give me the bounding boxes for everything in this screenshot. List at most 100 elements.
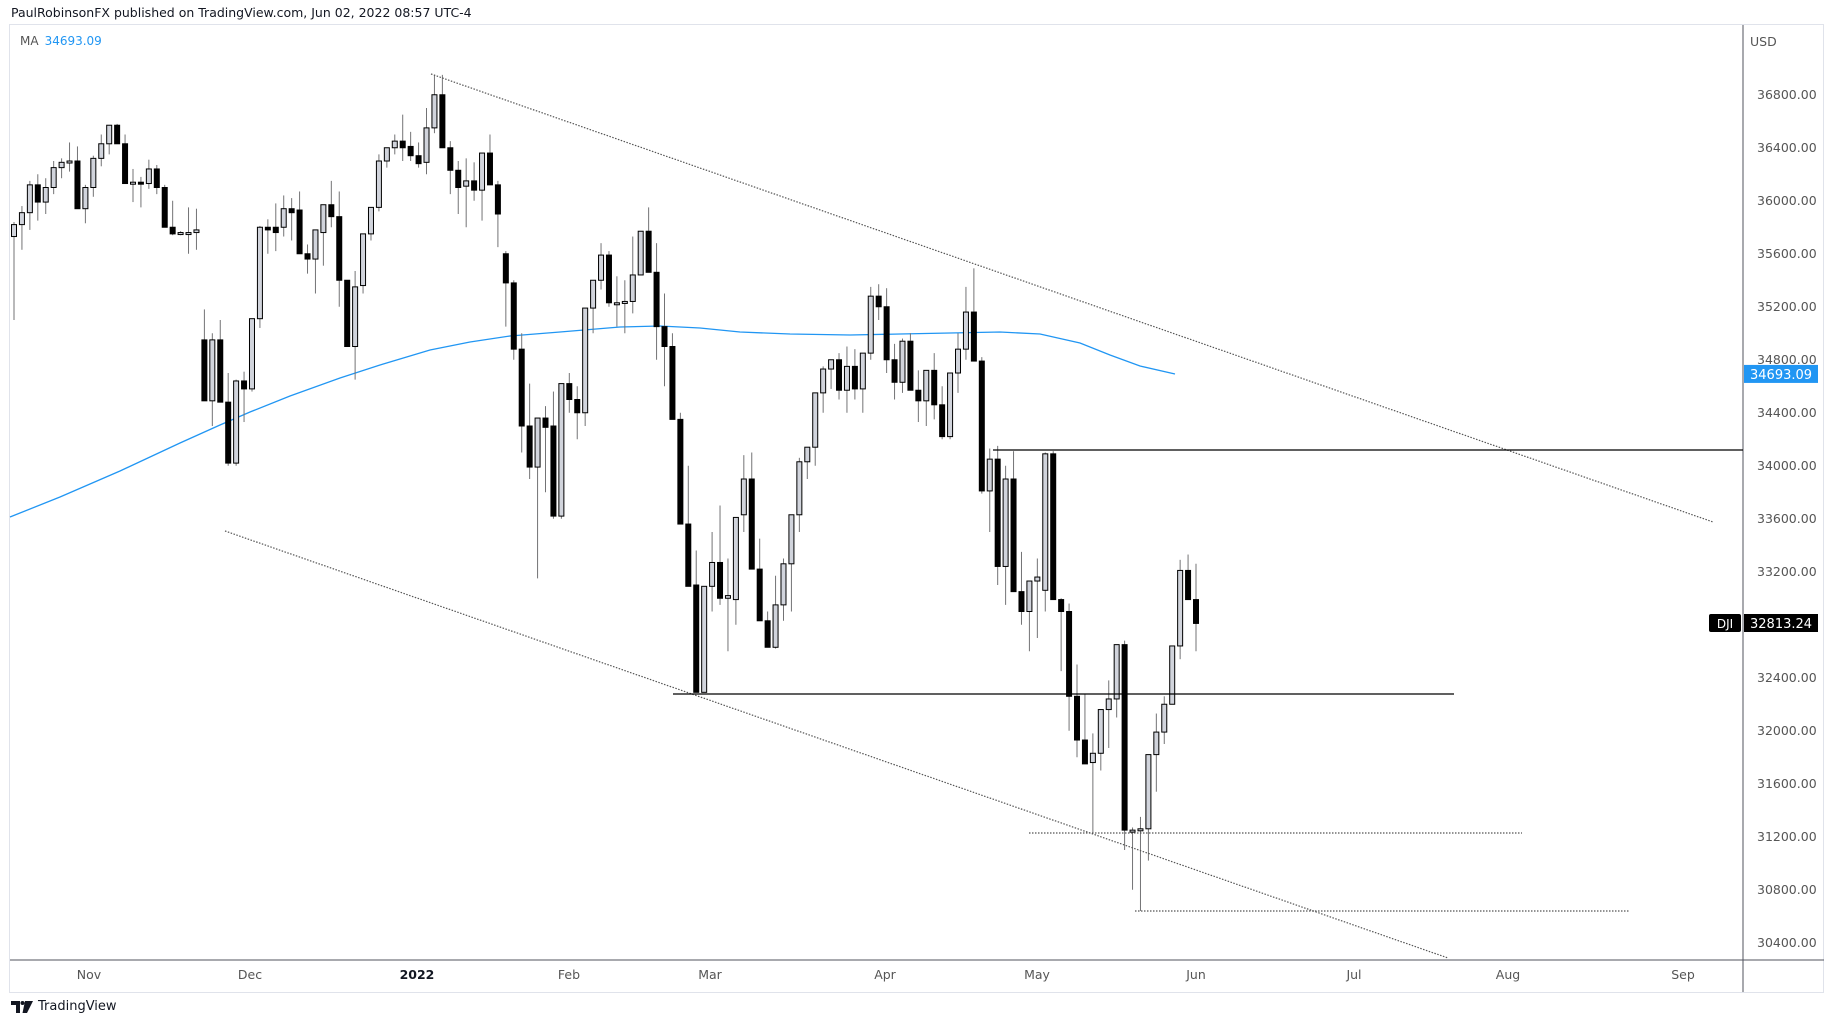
candle-up [1089,752,1096,764]
candle-up [479,152,486,191]
candle-down [328,204,335,218]
candle-up [558,383,565,517]
candle-up [947,372,954,438]
candle-down [296,209,303,255]
price-tick: 34400.00 [1757,405,1817,420]
candle-up [1169,645,1176,705]
candle-up [986,458,993,492]
time-axis[interactable]: Nov Dec 2022 Feb Mar Apr May Jun Jul Aug Sep [77,967,1695,982]
candle-up [312,229,319,260]
indicator-legend[interactable]: MA 34693.09 [20,34,102,48]
price-tick: 30800.00 [1757,882,1817,897]
time-tick: Sep [1671,967,1695,982]
time-tick: Feb [558,967,580,982]
price-axis[interactable]: USD 36800.00 36400.00 36000.00 35600.00 35200… [1750,34,1817,950]
candle-up [709,561,716,587]
price-tick: 30400.00 [1757,935,1817,950]
candle-up [828,359,835,370]
candle-up [701,585,708,693]
candle-down [1066,611,1073,697]
upper-trendline[interactable] [430,73,1714,523]
time-tick: Dec [238,967,262,982]
price-tick: 36800.00 [1757,87,1817,102]
candle-down [748,478,755,570]
candle-down [685,523,692,587]
candle-up [796,461,803,516]
footer-brand[interactable]: TradingView [11,999,117,1014]
candle-down [907,340,914,391]
candle-up [431,94,438,129]
candle-up [1026,580,1033,613]
candle-up [367,206,374,235]
candle-down [669,346,676,420]
annotations[interactable] [224,73,1743,959]
candle-down [566,383,573,401]
candle-up [11,224,17,238]
candle-up [42,187,49,203]
candle-up [98,143,105,159]
candle-down [939,404,946,438]
candle-down [34,184,41,203]
candle-up [637,230,644,276]
lower-trendline[interactable] [224,530,1449,959]
candle-up [1002,478,1009,567]
candle-down [344,279,351,348]
symbol-badge [1709,614,1741,632]
candle-up [812,392,819,448]
candle-down [471,180,478,191]
candle-down [264,226,271,231]
candle-down [510,282,517,350]
candle-down [1074,695,1081,741]
candle-down [272,226,279,234]
candle-down [225,401,232,464]
candle-up [248,318,255,390]
candle-up [820,368,827,394]
time-tick: 2022 [400,967,435,982]
time-tick: Apr [874,967,896,982]
candle-up [129,181,136,185]
candle-down [201,339,208,402]
candle-up [923,369,930,402]
candle-down [439,94,446,149]
candle-up [1097,709,1104,754]
tradingview-logo-icon [11,1000,33,1013]
candle-up [1105,698,1112,711]
candle-up [1129,829,1136,833]
time-tick: Nov [77,967,102,982]
candle-up [375,160,382,208]
plot-area[interactable] [9,25,1824,992]
candle-down [486,152,493,186]
candle-up [1177,569,1184,647]
candle-up [352,286,359,348]
candle-up [962,311,969,350]
price-tick: 31200.00 [1757,829,1817,844]
candle-up [590,279,597,309]
candle-up [804,446,811,463]
candle-down [883,306,890,361]
candle-down [994,458,1001,567]
price-tick: 33600.00 [1757,511,1817,526]
candle-up [1113,644,1120,700]
candle-down [661,326,668,348]
candle-up [82,187,89,210]
candle-down [1058,599,1065,613]
candle-up [58,161,65,169]
candle-down [574,399,581,414]
candle-up [629,274,636,302]
candle-up [320,204,327,234]
price-tick: 35600.00 [1757,246,1817,261]
candle-down [717,561,724,599]
candle-down [122,143,129,185]
candle-up [360,233,367,287]
candle-up [867,295,874,354]
candle-up [1153,731,1160,756]
candle-up [772,604,779,648]
candle-up [1145,754,1152,830]
candle-up [740,478,747,516]
candle-up [724,595,731,599]
candle-up [383,147,390,162]
candle-up [145,168,152,185]
candle-up [955,348,962,374]
candle-down [693,584,700,693]
